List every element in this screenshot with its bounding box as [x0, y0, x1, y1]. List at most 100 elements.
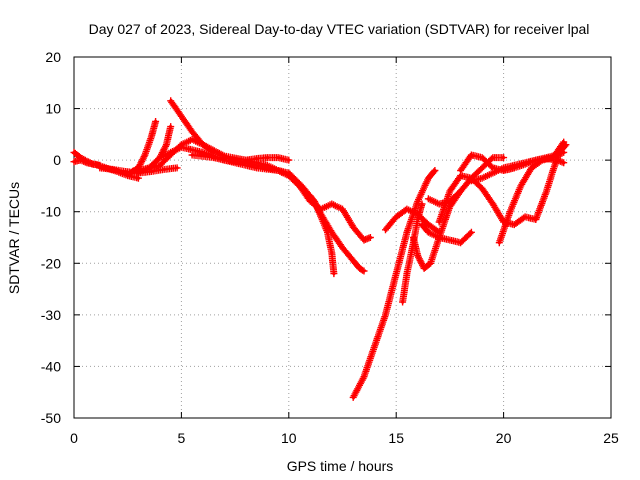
data-point: [368, 235, 373, 240]
data-point: [428, 261, 433, 265]
series-markers: [349, 167, 439, 401]
plot-frame: [73, 56, 612, 419]
y-tick-label: -50: [41, 410, 61, 426]
data-point: [448, 238, 452, 242]
data-point: [276, 168, 280, 173]
data-point: [422, 266, 426, 271]
data-point: [362, 238, 366, 242]
data-point: [448, 189, 452, 193]
data-point: [416, 217, 420, 222]
data-point: [420, 202, 424, 206]
data-point: [308, 199, 312, 203]
series-arc-14: [399, 200, 426, 306]
data-point: [332, 272, 336, 276]
data-point: [405, 272, 409, 276]
series-arc-2: [70, 156, 97, 168]
data-point: [190, 153, 194, 157]
data-point: [358, 266, 362, 271]
data-point: [491, 202, 495, 206]
data-point: [72, 150, 76, 155]
x-axis-label: GPS time / hours: [287, 458, 394, 474]
data-point: [362, 375, 366, 379]
data-point: [426, 230, 431, 234]
data-point: [169, 125, 173, 129]
data-point: [394, 272, 398, 276]
data-point: [480, 155, 484, 160]
data-point: [394, 215, 398, 219]
y-tick-label: -30: [41, 307, 61, 323]
data-point: [491, 155, 495, 160]
data-point: [78, 158, 83, 162]
data-point: [544, 189, 549, 193]
data-point: [154, 119, 158, 124]
y-tick-label: 10: [45, 101, 61, 117]
data-point: [562, 161, 566, 165]
data-point: [136, 176, 141, 180]
data-point: [512, 163, 516, 167]
data-point: [179, 145, 183, 149]
x-tick-label: 0: [70, 430, 78, 446]
data-point: [459, 189, 463, 193]
x-tick-label: 10: [281, 430, 297, 446]
data-point: [287, 158, 291, 162]
data-point: [222, 155, 226, 160]
data-point: [491, 166, 495, 170]
data-point: [529, 166, 534, 170]
data-point: [502, 166, 506, 170]
data-point: [437, 202, 441, 206]
data-point: [416, 253, 420, 258]
series-arc-17: [418, 221, 475, 247]
series-arc-23: [532, 141, 570, 223]
data-point: [469, 179, 473, 183]
x-tick-label: 15: [388, 430, 404, 446]
data-point: [405, 207, 409, 211]
data-point: [340, 207, 345, 211]
grid-lines: [74, 57, 611, 418]
data-point: [420, 223, 424, 227]
y-tick-label: -10: [41, 204, 61, 220]
x-tick-label: 20: [496, 430, 512, 446]
data-point: [459, 174, 463, 178]
data-point: [201, 143, 205, 147]
data-point: [149, 135, 153, 139]
data-point: [557, 150, 562, 155]
data-point: [104, 166, 108, 170]
data-point: [351, 225, 355, 229]
data-point: [405, 230, 409, 234]
data-point: [433, 168, 437, 173]
data-point: [437, 235, 441, 240]
data-point: [212, 155, 216, 160]
data-point: [128, 171, 132, 175]
data-point: [126, 174, 130, 178]
data-point: [480, 186, 484, 191]
data-point: [265, 155, 269, 160]
data-point: [330, 230, 334, 234]
data-point: [162, 167, 166, 172]
data-point: [158, 155, 162, 160]
data-point: [523, 215, 527, 219]
series-arc-11: [220, 154, 293, 164]
data-point: [190, 130, 194, 134]
series-arc-5: [126, 118, 160, 177]
y-tick-label: 20: [45, 49, 61, 65]
data-point: [276, 155, 280, 160]
data-point: [330, 202, 334, 206]
data-point: [426, 197, 431, 201]
series-markers: [188, 151, 374, 244]
data-point: [158, 163, 162, 167]
data-point: [340, 246, 345, 250]
data-point: [508, 210, 512, 214]
series-layer: [70, 97, 570, 401]
data-point: [287, 174, 291, 178]
data-point: [164, 143, 168, 147]
series-arc-12: [349, 167, 439, 401]
y-tick-label: -40: [41, 358, 61, 374]
data-point: [362, 269, 366, 273]
series-arc-10: [188, 151, 374, 244]
data-point: [523, 161, 527, 165]
data-point: [411, 235, 415, 240]
data-point: [416, 199, 420, 203]
data-point: [319, 207, 323, 211]
data-point: [254, 166, 259, 170]
